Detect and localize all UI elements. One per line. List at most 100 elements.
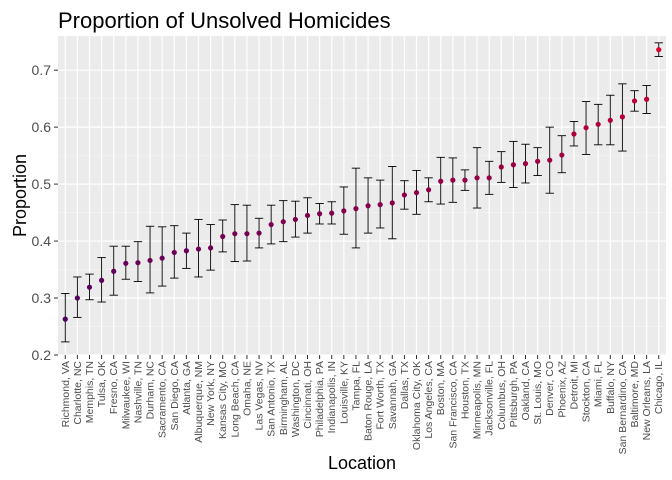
- x-tick-label: New York, NY: [205, 361, 217, 426]
- data-point: [413, 190, 420, 196]
- data-point: [183, 248, 189, 254]
- x-tick-label: Milwaukee, WI: [120, 361, 132, 429]
- data-point: [656, 47, 662, 53]
- x-tick-label: Tampa, FL: [350, 361, 362, 411]
- data-point: [571, 131, 577, 137]
- x-tick-label: Fresno, CA: [108, 361, 120, 414]
- data-point: [644, 96, 650, 102]
- x-tick-label: San Bernardino, CA: [617, 361, 629, 454]
- x-axis-title: Location: [328, 453, 396, 473]
- x-tick-label: Dallas, TX: [399, 361, 411, 409]
- x-tick-label: Phoenix, AZ: [556, 360, 568, 417]
- data-point: [317, 211, 323, 217]
- data-point: [474, 175, 480, 181]
- data-point: [244, 231, 250, 237]
- x-tick-label: Los Angeles, CA: [423, 361, 435, 439]
- x-tick-label: New Orleans, LA: [641, 361, 653, 440]
- x-tick-label: Baltimore, MD: [629, 361, 641, 428]
- data-point: [268, 221, 274, 228]
- data-point: [619, 114, 625, 120]
- data-point: [232, 231, 238, 237]
- x-tick-label: Atlanta, GA: [181, 361, 193, 415]
- data-point: [74, 295, 80, 301]
- data-point: [450, 177, 456, 183]
- data-point: [256, 230, 262, 236]
- x-tick-label: Denver, CO: [544, 361, 556, 416]
- data-point: [220, 233, 226, 240]
- data-point: [365, 203, 371, 209]
- x-tick-label: Jacksonville, FL: [484, 361, 496, 436]
- data-point: [631, 98, 638, 104]
- data-point: [401, 192, 407, 198]
- x-tick-label: Tulsa, OK: [96, 361, 108, 407]
- data-point: [462, 177, 468, 183]
- x-tick-label: Oklahoma City, OK: [411, 361, 423, 450]
- x-tick-label: Birmingham, AL: [278, 361, 290, 435]
- x-tick-label: Fort Worth, TX: [375, 361, 387, 429]
- y-tick-label: 0.7: [32, 62, 52, 78]
- x-axis: Richmond, VA Charlotte, NC Memphis, TN Tuls…: [60, 355, 665, 454]
- data-point: [208, 245, 214, 251]
- y-tick-label: 0.5: [32, 176, 52, 192]
- x-tick-label: Kansas City, MO: [217, 361, 229, 439]
- data-point: [510, 162, 516, 168]
- data-point: [111, 268, 117, 274]
- data-point: [147, 257, 153, 264]
- gridlines: [58, 36, 666, 356]
- data-point: [62, 316, 68, 322]
- x-tick-label: Miami, FL: [593, 361, 605, 407]
- plot-panel: [58, 36, 666, 355]
- data-point: [377, 202, 383, 208]
- x-tick-label: Albuquerque, NM: [193, 361, 205, 443]
- y-axis-title: Proportion: [10, 154, 30, 237]
- y-tick-label: 0.4: [32, 233, 52, 249]
- x-tick-label: Stockton, CA: [581, 361, 593, 422]
- data-point: [280, 219, 286, 225]
- data-point: [547, 157, 553, 163]
- data-point: [426, 187, 432, 193]
- x-tick-label: Philadelphia, PA: [314, 361, 326, 437]
- y-tick-label: 0.2: [32, 347, 52, 363]
- data-point: [522, 161, 529, 167]
- x-tick-label: Washington, DC: [290, 361, 302, 437]
- data-point: [353, 206, 359, 212]
- data-point: [438, 178, 444, 184]
- data-point: [304, 212, 311, 219]
- x-tick-label: Chicago, IL: [653, 361, 665, 414]
- data-point: [341, 208, 347, 214]
- x-tick-label: Cincinnati, OH: [302, 361, 314, 429]
- x-tick-label: Houston, TX: [459, 361, 471, 419]
- data-point: [583, 125, 589, 131]
- x-tick-label: San Antonio, TX: [266, 361, 278, 437]
- x-tick-label: Boston, MA: [435, 361, 447, 415]
- x-tick-label: Long Beach, CA: [229, 361, 241, 437]
- y-tick-label: 0.3: [32, 290, 52, 306]
- x-tick-label: Baton Rouge, LA: [363, 361, 375, 441]
- x-tick-label: Detroit, MI: [568, 361, 580, 409]
- x-tick-label: Minneapolis, MN: [472, 361, 484, 439]
- x-tick-label: Indianapolis, IN: [326, 361, 338, 433]
- data-point: [329, 210, 335, 216]
- data-point: [171, 249, 177, 256]
- x-tick-label: Charlotte, NC: [72, 361, 84, 425]
- x-tick-label: Savannah, GA: [387, 361, 399, 429]
- x-tick-label: Nashville, TN: [132, 361, 144, 423]
- y-tick-label: 0.6: [32, 119, 52, 135]
- data-point: [86, 284, 93, 290]
- data-point: [498, 164, 504, 170]
- data-point: [123, 260, 129, 266]
- x-tick-label: Durham, NC: [145, 361, 157, 420]
- data-point: [486, 175, 492, 181]
- x-tick-label: Las Vegas, NV: [254, 361, 266, 430]
- x-tick-label: Oakland, CA: [520, 361, 532, 421]
- data-point: [159, 255, 165, 261]
- y-axis: 0.2 0.3 0.4 0.5 0.6 0.7: [32, 62, 58, 363]
- data-point: [135, 260, 141, 266]
- data-marks: [61, 42, 663, 343]
- data-point: [559, 152, 565, 158]
- x-tick-label: Louisville, KY: [338, 361, 350, 424]
- data-point: [607, 117, 613, 123]
- x-tick-label: San Francisco, CA: [447, 361, 459, 449]
- data-point: [535, 158, 541, 164]
